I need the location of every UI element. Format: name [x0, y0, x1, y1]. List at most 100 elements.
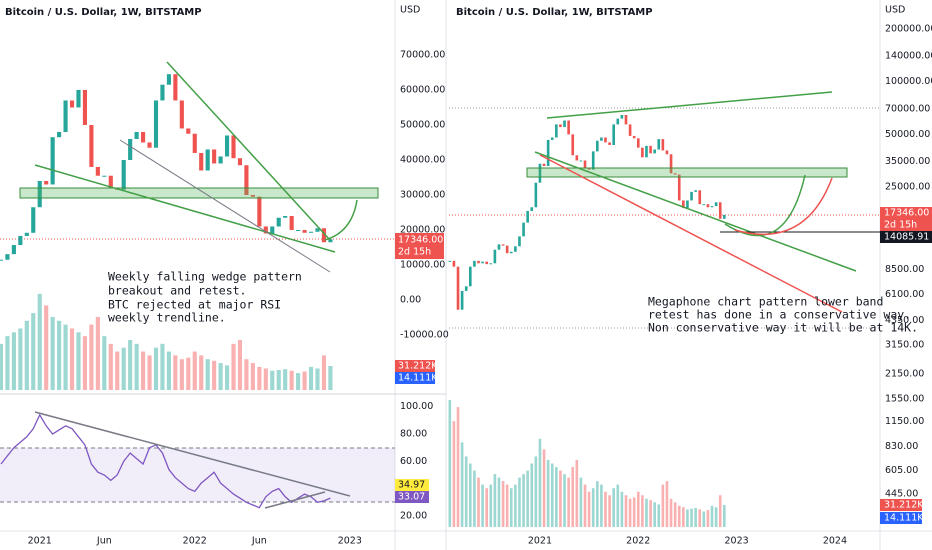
volume-bar [205, 359, 210, 390]
volume-bar [698, 509, 702, 527]
volume-bar [212, 360, 217, 390]
volume-bar [538, 438, 542, 527]
volume-tag [395, 360, 435, 372]
y-tick-label: 8500.00 [885, 264, 924, 275]
candle [682, 200, 685, 209]
y-tick-label: 20000.00 [400, 224, 445, 235]
candle [575, 155, 579, 161]
volume-bar [595, 481, 599, 527]
volume-bar [641, 495, 644, 527]
candle [477, 260, 480, 264]
volume-bar [160, 343, 165, 390]
volume-bar [665, 481, 669, 527]
volume-bar [296, 373, 301, 390]
candle [108, 175, 113, 188]
candle [673, 173, 677, 175]
candle [102, 175, 107, 177]
candle [18, 235, 23, 246]
candle [489, 263, 493, 265]
candle [166, 74, 171, 85]
candle [600, 137, 603, 141]
chart-title: Bitcoin / U.S. Dollar, 1W, BITSTAMP [456, 7, 653, 18]
candle [141, 131, 146, 143]
volume-bar [661, 484, 665, 527]
volume-bar [315, 368, 320, 390]
volume-bar [690, 508, 693, 527]
candle [212, 149, 217, 164]
volume-bar [328, 365, 333, 390]
y-tick-label: 100000.00 [885, 76, 932, 87]
volume-bar [460, 442, 464, 527]
volume-bar [134, 343, 139, 390]
volume-bar [250, 363, 255, 390]
candle [134, 131, 139, 139]
candle [244, 165, 249, 195]
volume-bar [147, 355, 152, 390]
candle [153, 100, 159, 148]
volume-bar [218, 363, 223, 390]
volume-bar [69, 328, 75, 390]
volume-bar [179, 359, 184, 390]
candle [702, 204, 706, 206]
volume-bar [530, 463, 534, 527]
volume-bar [616, 484, 620, 527]
volume-bar [604, 491, 607, 527]
candle [645, 145, 648, 158]
candle [714, 202, 718, 207]
y-tick-label: 30000.00 [400, 189, 445, 200]
candle [661, 139, 665, 151]
volume-bar [199, 355, 204, 390]
volume-bar [308, 366, 314, 390]
volume-bar [481, 484, 484, 527]
candle [530, 207, 534, 211]
candle [690, 191, 693, 201]
candle [514, 246, 517, 252]
y-tick-label: 50000.00 [400, 119, 445, 130]
candle [308, 231, 314, 233]
rsi-value: 33.07 [398, 492, 425, 503]
volume-bar [76, 332, 81, 390]
candle [546, 139, 550, 167]
x-tick-label: 2021 [28, 536, 52, 547]
countdown: 2d 15h [884, 220, 917, 231]
candle [270, 226, 275, 234]
candle [653, 149, 656, 154]
candle [302, 229, 307, 233]
volume-bar [653, 502, 656, 527]
volume-bar [509, 488, 513, 527]
candle [604, 137, 607, 143]
volume-bar [555, 467, 558, 527]
y-tick-label: 25000.00 [885, 182, 930, 193]
drawings [19, 61, 880, 509]
candle [224, 135, 230, 157]
y-tick-label: 140000.00 [885, 50, 932, 61]
volume-bar [244, 359, 249, 390]
x-tick-label: 2021 [528, 536, 552, 547]
volume-bar [141, 351, 146, 390]
volume-bar [649, 500, 652, 527]
volume-bar [485, 488, 489, 527]
volume-bar [710, 505, 714, 527]
candle [276, 217, 281, 227]
candle [571, 134, 575, 156]
volume-bar [257, 366, 262, 390]
candle [199, 152, 204, 171]
price-tag-label: 17346.00 [398, 235, 443, 246]
candle [534, 182, 538, 208]
volume-bar [166, 351, 171, 390]
volume-bar [579, 477, 583, 527]
volume-bar [57, 320, 62, 390]
support-zone [19, 187, 379, 199]
signal-tag [395, 479, 429, 491]
candle [485, 261, 489, 265]
annotation: retest has done in a conservative way. [648, 308, 911, 322]
volume-bar [5, 336, 10, 390]
candle [555, 124, 558, 138]
price-tag [395, 233, 444, 259]
y-tick-label: 3150.00 [885, 339, 924, 350]
candle [128, 138, 133, 160]
volume-bar [706, 510, 710, 527]
candle [473, 260, 476, 267]
candle [44, 180, 49, 185]
volume-bar [518, 477, 521, 527]
